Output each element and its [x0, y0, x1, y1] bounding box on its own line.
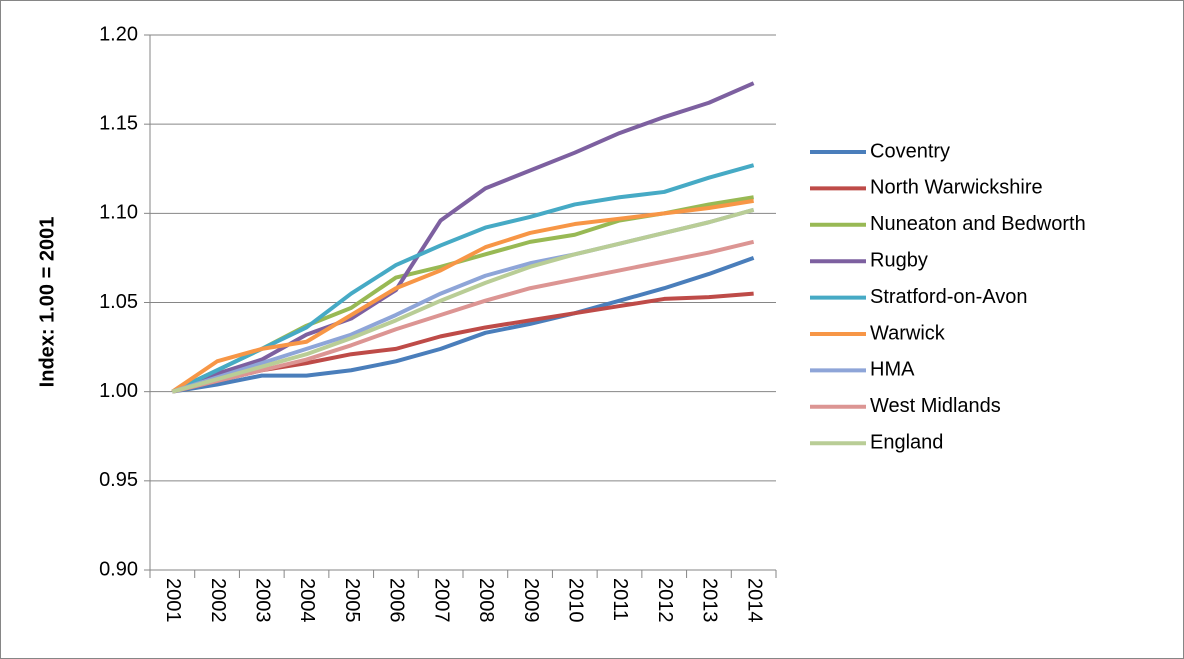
y-axis-title: Index: 1.00 = 2001 — [36, 217, 58, 388]
x-tick-label: 2003 — [252, 578, 274, 623]
x-tick-label: 2002 — [207, 578, 229, 623]
legend-label: Nuneaton and Bedworth — [870, 213, 1086, 235]
series-line — [171, 198, 754, 394]
y-tick-label: 0.95 — [99, 469, 138, 491]
legend-label: Coventry — [870, 140, 950, 162]
series-line — [171, 239, 755, 394]
y-tick-label: 1.10 — [99, 202, 138, 224]
y-tick-label: 0.90 — [99, 558, 138, 580]
x-tick-label: 2007 — [430, 578, 452, 623]
x-tick-label: 2008 — [475, 578, 497, 623]
y-tick-label: 1.15 — [99, 112, 138, 134]
y-tick-label: 1.20 — [99, 23, 138, 45]
series-line — [171, 81, 755, 394]
series-line — [171, 163, 755, 394]
y-tick-label: 1.00 — [99, 380, 138, 402]
x-tick-label: 2013 — [699, 578, 721, 623]
series-line — [171, 207, 755, 394]
x-tick-label: 2001 — [162, 578, 184, 623]
legend-label: Rugby — [870, 249, 928, 271]
legend-label: Warwick — [870, 322, 946, 344]
x-tick-label: 2010 — [565, 578, 587, 623]
series-line — [172, 256, 755, 394]
x-tick-label: 2014 — [743, 578, 765, 623]
x-tick-label: 2012 — [654, 578, 676, 623]
x-tick-label: 2009 — [520, 578, 542, 623]
legend-label: Stratford-on-Avon — [870, 286, 1028, 308]
x-tick-label: 2005 — [341, 578, 363, 623]
y-tick-label: 1.05 — [99, 291, 138, 313]
legend-label: England — [870, 431, 943, 453]
legend-label: West Midlands — [870, 395, 1001, 417]
x-tick-label: 2004 — [296, 578, 318, 623]
x-tick-label: 2011 — [609, 578, 631, 621]
x-tick-label: 2006 — [386, 578, 408, 623]
legend-label: HMA — [870, 359, 915, 381]
legend-label: North Warwickshire — [870, 177, 1043, 199]
